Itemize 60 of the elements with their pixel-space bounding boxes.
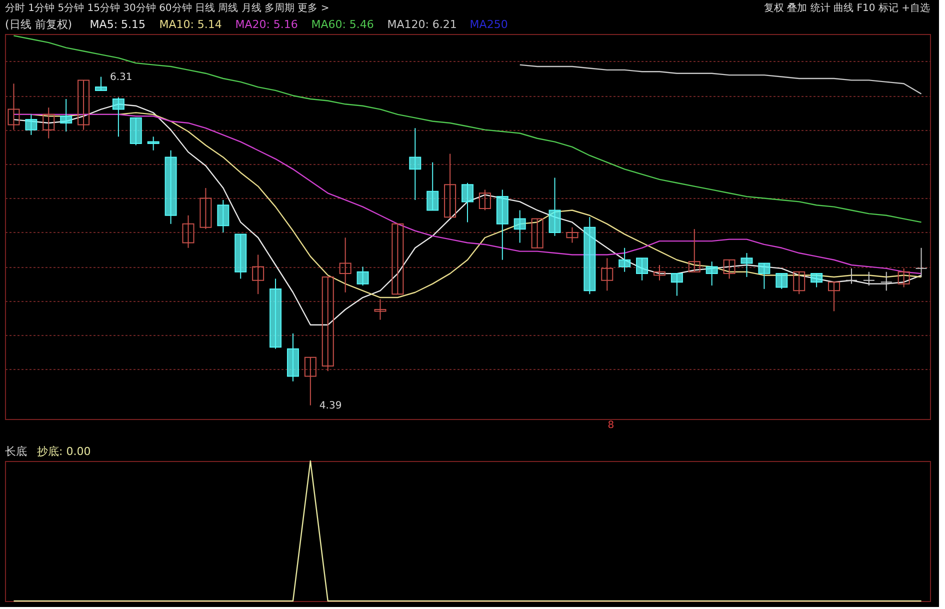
candlestick (758, 262, 770, 290)
candlestick (182, 214, 194, 248)
candlestick (78, 80, 90, 130)
candlestick (217, 199, 230, 233)
text: MA120: 6.21 (387, 18, 457, 31)
candlestick (392, 223, 404, 295)
candlestick (776, 273, 788, 290)
text: 抄底: 0.00 (37, 445, 91, 458)
annotation: 6.31 (110, 72, 132, 83)
candlestick (42, 107, 55, 139)
chart-title: 长底 (5, 445, 27, 458)
candlestick (409, 128, 422, 200)
candlestick (601, 258, 614, 292)
candlestick (653, 264, 666, 281)
candlestick (828, 282, 840, 312)
candlestick (670, 273, 683, 296)
text: MA20: 5.16 (235, 18, 298, 31)
text: 复权 叠加 统计 曲线 F10 标记 +自选 (764, 2, 930, 14)
candlestick (60, 98, 72, 132)
candlestick (112, 96, 124, 138)
candlestick (426, 162, 439, 211)
text: MA60: 5.46 (311, 18, 374, 31)
candlestick (880, 271, 892, 292)
candlestick (723, 259, 736, 280)
candlestick (566, 226, 578, 244)
candlestick (8, 83, 20, 130)
candlestick (862, 271, 875, 286)
candlestick (200, 188, 212, 230)
candlestick (514, 210, 526, 244)
candlestick (548, 177, 561, 236)
candlestick (740, 252, 753, 278)
candlestick (374, 298, 386, 320)
candlestick (444, 153, 456, 218)
candlestick (898, 268, 910, 288)
candlestick (636, 258, 648, 281)
candlestick (462, 182, 474, 223)
candlestick (339, 237, 352, 293)
candlestick (304, 356, 316, 406)
candlestick (810, 273, 823, 288)
candlestick (915, 247, 928, 278)
candlestick (322, 276, 334, 372)
candlestick (478, 189, 491, 211)
candlestick (845, 268, 858, 284)
candlestick (531, 218, 544, 248)
candlestick (618, 247, 631, 272)
chart-title: (日线 前复权) (5, 18, 72, 31)
legend-label: MA250 (470, 18, 508, 31)
text: MA10: 5.14 (159, 18, 222, 31)
candlestick (793, 271, 806, 295)
text: 分时 1分钟 5分钟 15分钟 30分钟 60分钟 日线 周线 月线 多周期 更多 > (5, 2, 330, 14)
text: 8 (608, 420, 614, 431)
annotation: 4.39 (319, 400, 342, 412)
candlestick (706, 261, 718, 286)
candlestick (688, 228, 700, 272)
candlestick (252, 254, 264, 295)
candlestick (147, 136, 160, 151)
text: MA5: 5.15 (90, 18, 146, 31)
candlestick (25, 114, 38, 136)
candlestick (94, 76, 107, 91)
candlestick (356, 266, 369, 286)
